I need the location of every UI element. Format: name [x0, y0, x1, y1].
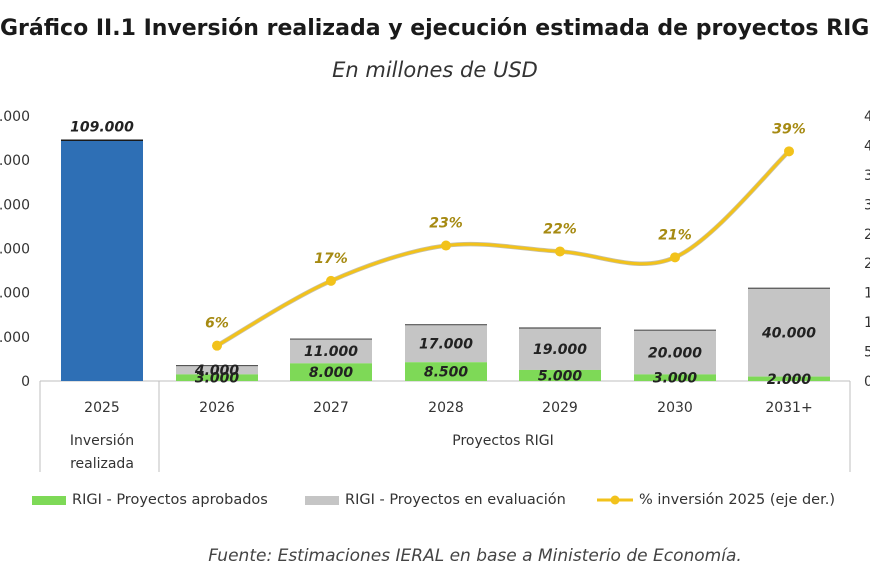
bar-inversion-realizada [61, 140, 143, 381]
right-axis-tick-label: 10 [864, 315, 870, 331]
group-label-inversion-line1: Inversión [70, 433, 134, 449]
legend-item-percent: % inversión 2025 (eje der.) [597, 492, 835, 508]
left-axis-tick-label: 60.000 [0, 242, 30, 258]
data-label-evaluacion: 20.000 [648, 345, 702, 361]
percent-data-label: 21% [658, 227, 692, 243]
data-label-inversion: 109.000 [70, 119, 134, 135]
right-axis-tick-label: 40 [864, 138, 870, 154]
bar-proyectos-evaluacion [748, 288, 830, 377]
percent-line-shadow [215, 149, 791, 348]
group-label-proyectos: Proyectos RIGI [452, 433, 553, 449]
legend-swatch-evaluation [305, 495, 339, 505]
category-label: 2026 [199, 400, 235, 416]
source-note: Fuente: Estimaciones IERAL en base a Min… [208, 546, 742, 566]
bar-proyectos-aprobados [748, 376, 830, 381]
bar-proyectos-evaluacion [405, 324, 487, 363]
percent-point [441, 240, 451, 251]
bar-proyectos-aprobados [519, 369, 601, 381]
legend-label-evaluation: RIGI - Proyectos en evaluación [345, 492, 566, 508]
legend-item-approved: RIGI - Proyectos aprobados [32, 492, 268, 508]
data-label-aprobados: 8.500 [424, 365, 469, 381]
left-axis-tick-label: 20.000 [0, 330, 30, 346]
percent-point [784, 146, 794, 157]
chart-subtitle: En millones de USD [332, 58, 538, 82]
left-axis-tick-label: 40.000 [0, 286, 30, 302]
left-axis-tick-label: 80.000 [0, 197, 30, 213]
data-label-evaluacion: 17.000 [419, 336, 473, 352]
category-label: 2025 [84, 400, 120, 416]
left-axis-tick-label: 120.000 [0, 109, 30, 125]
bar-proyectos-aprobados [634, 374, 716, 381]
legend-item-evaluation: RIGI - Proyectos en evaluación [305, 492, 566, 508]
right-axis-tick-label: 25 [864, 227, 870, 243]
data-label-evaluacion: 19.000 [533, 342, 587, 358]
category-label: 2030 [657, 400, 693, 416]
right-axis-tick-label: 35 [864, 168, 870, 184]
category-label: 2027 [313, 400, 349, 416]
bar-proyectos-aprobados [290, 363, 372, 381]
right-axis-tick-label: 45 [864, 109, 870, 125]
percent-data-label: 6% [205, 316, 229, 332]
data-label-evaluacion: 40.000 [761, 325, 816, 341]
right-axis-tick-label: 5 [864, 345, 870, 361]
data-label-aprobados: 8.000 [309, 365, 354, 381]
percent-data-label: 39% [772, 121, 806, 137]
legend-swatch-approved [32, 495, 66, 505]
bar-proyectos-evaluacion [176, 365, 258, 375]
bar-proyectos-aprobados [176, 374, 258, 381]
right-axis-tick-label: 0 [864, 374, 870, 390]
bar-proyectos-evaluacion [519, 328, 601, 370]
percent-point [670, 252, 680, 263]
percent-line [216, 150, 791, 347]
data-label-evaluacion: 11.000 [304, 344, 358, 360]
bar-proyectos-evaluacion [634, 330, 716, 375]
bar-proyectos-aprobados [405, 362, 487, 381]
legend-label-percent: % inversión 2025 (eje der.) [639, 492, 835, 508]
percent-data-label: 22% [543, 221, 577, 237]
chart-title: Gráfico II.1 Inversión realizada y ejecu… [0, 16, 870, 41]
data-label-aprobados: 3.000 [653, 371, 698, 387]
category-label: 2029 [542, 400, 578, 416]
percent-data-label: 23% [429, 216, 463, 232]
group-label-inversion-line2: realizada [70, 456, 134, 472]
data-label-evaluacion: 4.000 [194, 363, 240, 379]
percent-point [326, 275, 336, 286]
bar-proyectos-evaluacion [290, 339, 372, 364]
percent-data-label: 17% [314, 251, 348, 267]
right-axis-tick-label: 15 [864, 286, 870, 302]
legend-swatch-percent [597, 495, 633, 505]
left-axis-tick-label: 100.000 [0, 153, 30, 169]
data-label-aprobados: 5.000 [538, 368, 583, 384]
right-axis-tick-label: 20 [864, 256, 870, 272]
chart-svg: 0 20.000 40.000 60.000 80.000 100.000 120.000 0… [0, 109, 870, 472]
category-label: 2031+ [765, 400, 812, 416]
data-label-aprobados: 3.000 [195, 371, 240, 387]
legend-label-approved: RIGI - Proyectos aprobados [72, 492, 268, 508]
right-axis-tick-label: 30 [864, 197, 870, 213]
percent-point [212, 340, 222, 351]
left-axis-tick-label: 0 [21, 374, 30, 390]
percent-point [555, 246, 565, 257]
category-label: 2028 [428, 400, 464, 416]
data-label-aprobados: 2.000 [767, 372, 812, 388]
